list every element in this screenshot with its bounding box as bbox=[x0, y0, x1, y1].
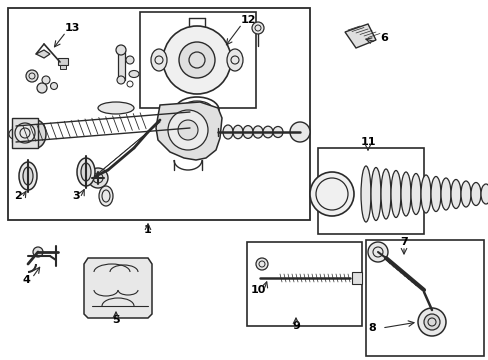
Text: 12: 12 bbox=[240, 15, 255, 25]
Circle shape bbox=[168, 110, 207, 150]
Circle shape bbox=[309, 172, 353, 216]
Ellipse shape bbox=[370, 167, 380, 220]
Text: 1: 1 bbox=[144, 225, 152, 235]
Circle shape bbox=[9, 129, 19, 139]
Ellipse shape bbox=[480, 184, 488, 204]
Ellipse shape bbox=[226, 49, 243, 71]
Circle shape bbox=[367, 242, 387, 262]
Ellipse shape bbox=[400, 172, 410, 216]
Ellipse shape bbox=[470, 183, 480, 206]
Circle shape bbox=[423, 314, 439, 330]
Polygon shape bbox=[84, 258, 152, 318]
Circle shape bbox=[15, 123, 35, 143]
Bar bbox=[12, 126, 24, 142]
Bar bbox=[60, 65, 66, 69]
Circle shape bbox=[251, 22, 264, 34]
Circle shape bbox=[26, 70, 38, 82]
Text: 10: 10 bbox=[250, 285, 265, 295]
Text: 2: 2 bbox=[14, 191, 22, 201]
Ellipse shape bbox=[243, 126, 252, 138]
Bar bbox=[317, 148, 423, 234]
Polygon shape bbox=[156, 102, 222, 160]
Circle shape bbox=[178, 120, 198, 140]
Circle shape bbox=[33, 247, 43, 257]
Text: 9: 9 bbox=[291, 321, 299, 331]
Polygon shape bbox=[36, 50, 50, 58]
Ellipse shape bbox=[263, 126, 272, 138]
Polygon shape bbox=[345, 24, 375, 48]
Bar bbox=[8, 8, 309, 220]
Circle shape bbox=[163, 26, 230, 94]
Ellipse shape bbox=[390, 171, 400, 217]
Bar bbox=[58, 58, 68, 65]
Ellipse shape bbox=[129, 71, 139, 77]
Text: 5: 5 bbox=[112, 315, 120, 325]
Ellipse shape bbox=[77, 158, 95, 186]
Ellipse shape bbox=[98, 102, 134, 114]
Text: 7: 7 bbox=[399, 237, 407, 247]
Ellipse shape bbox=[252, 126, 263, 138]
Circle shape bbox=[88, 168, 108, 188]
Ellipse shape bbox=[440, 178, 450, 210]
Ellipse shape bbox=[450, 180, 460, 208]
Ellipse shape bbox=[99, 186, 113, 206]
Text: 13: 13 bbox=[64, 23, 80, 33]
Ellipse shape bbox=[420, 175, 430, 213]
Bar bbox=[365, 240, 483, 356]
Circle shape bbox=[37, 83, 47, 93]
Circle shape bbox=[179, 42, 215, 78]
Circle shape bbox=[116, 45, 126, 55]
Text: 3: 3 bbox=[72, 191, 80, 201]
Circle shape bbox=[117, 76, 125, 84]
Text: 6: 6 bbox=[379, 33, 387, 43]
Ellipse shape bbox=[360, 166, 370, 222]
Ellipse shape bbox=[81, 163, 91, 181]
Text: 11: 11 bbox=[360, 137, 375, 147]
Ellipse shape bbox=[272, 126, 283, 138]
Circle shape bbox=[16, 126, 32, 142]
Text: 4: 4 bbox=[22, 275, 30, 285]
Ellipse shape bbox=[430, 176, 440, 211]
Ellipse shape bbox=[232, 125, 243, 139]
Ellipse shape bbox=[26, 120, 46, 148]
Ellipse shape bbox=[19, 162, 37, 190]
Bar bbox=[118, 50, 125, 80]
Ellipse shape bbox=[223, 125, 232, 139]
Circle shape bbox=[42, 76, 50, 84]
Ellipse shape bbox=[23, 167, 33, 185]
Bar bbox=[246, 242, 361, 326]
Circle shape bbox=[126, 56, 134, 64]
Ellipse shape bbox=[460, 181, 470, 207]
Circle shape bbox=[256, 258, 267, 270]
Ellipse shape bbox=[380, 169, 390, 219]
Circle shape bbox=[417, 308, 445, 336]
Text: 8: 8 bbox=[367, 323, 375, 333]
Circle shape bbox=[50, 82, 58, 90]
Bar bbox=[12, 118, 38, 148]
Circle shape bbox=[289, 122, 309, 142]
Ellipse shape bbox=[410, 174, 420, 215]
Polygon shape bbox=[351, 272, 361, 284]
Ellipse shape bbox=[151, 49, 167, 71]
Bar bbox=[140, 12, 256, 108]
